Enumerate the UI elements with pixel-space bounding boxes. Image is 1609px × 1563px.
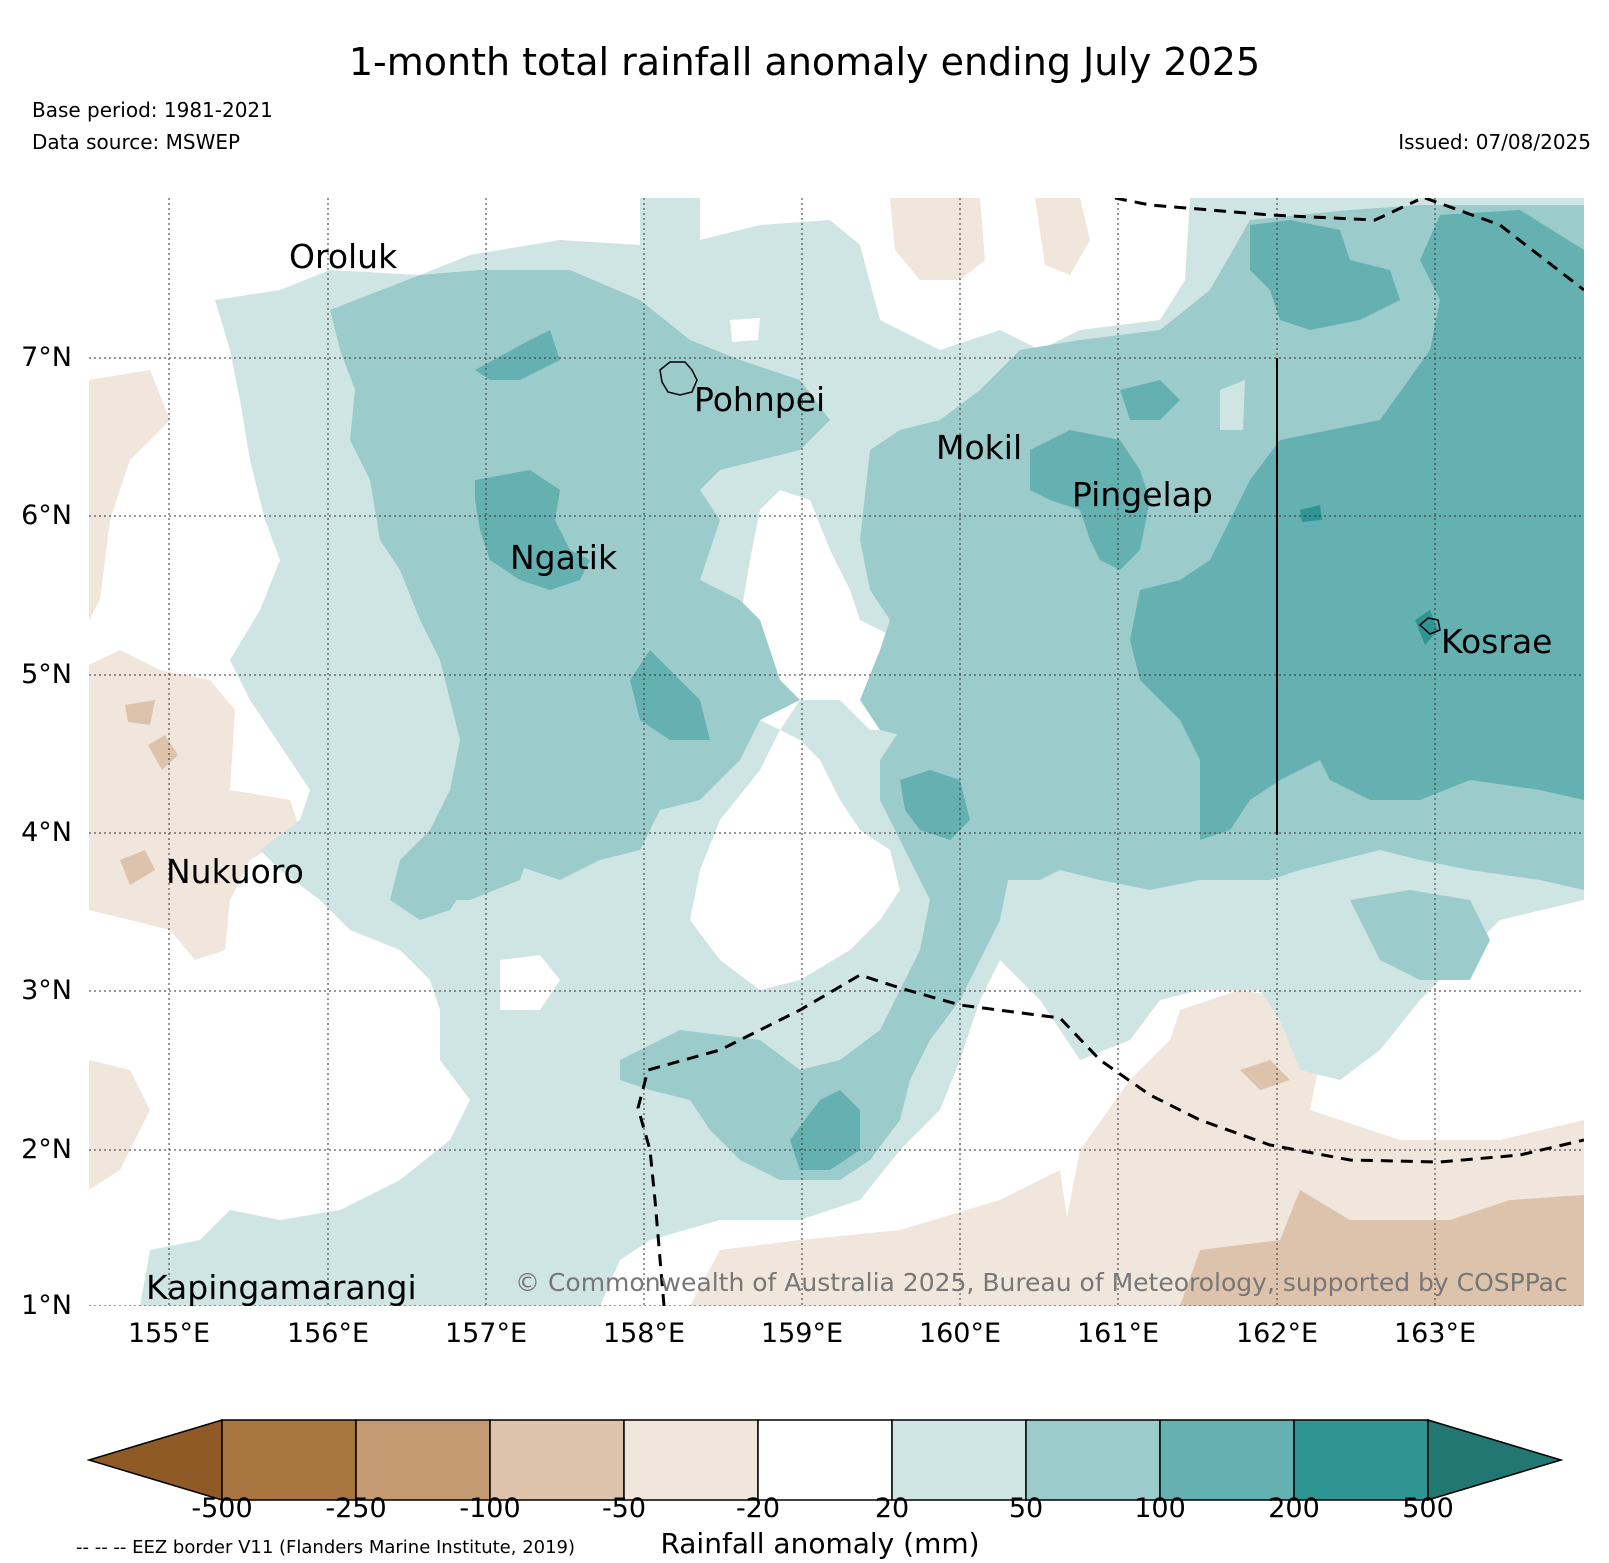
anomaly-tan-north-2	[1035, 198, 1090, 275]
colorbar-label: Rainfall anomaly (mm)	[660, 1527, 980, 1560]
colorbar-bin-2	[355, 1419, 491, 1501]
place-kosrae: Kosrae	[1441, 622, 1553, 661]
anomaly-teal-dark-mokil-e	[1120, 380, 1180, 420]
place-pohnpei: Pohnpei	[694, 380, 826, 419]
lon-label: 163°E	[1393, 1318, 1477, 1349]
colorbar-bin-5	[757, 1419, 893, 1501]
lon-label: 160°E	[918, 1318, 1002, 1349]
colorbar	[86, 1418, 1564, 1502]
lat-label: 5°N	[21, 659, 72, 690]
anomaly-teal-mid-west	[330, 270, 830, 920]
lon-label: 162°E	[1235, 1318, 1319, 1349]
anomaly-tan-north	[890, 198, 985, 280]
lat-label: 2°N	[21, 1134, 72, 1165]
colorbar-bin-8	[1159, 1419, 1295, 1501]
colorbar-bin-3	[489, 1419, 625, 1501]
base-period: Base period: 1981-2021	[32, 98, 273, 122]
anomaly-teal-dark-pingelap	[1030, 430, 1150, 570]
colorbar-extend-high	[1427, 1418, 1564, 1502]
anomaly-tan-mid-nukuoro	[120, 850, 155, 885]
rainfall-anomaly-field	[89, 198, 1584, 1306]
place-ngatik: Ngatik	[510, 538, 618, 577]
issued-date: Issued: 07/08/2025	[1398, 130, 1591, 154]
anomaly-tan-west	[89, 370, 170, 620]
eez-border	[636, 198, 1584, 1306]
anomaly-white-nw	[730, 318, 760, 342]
colorbar-tick: 50	[1008, 1493, 1044, 1524]
anomaly-teal-mid-south	[620, 730, 1010, 1180]
place-kapingamarangi: Kapingamarangi	[146, 1268, 417, 1307]
lat-label: 6°N	[21, 500, 72, 531]
kosrae-island	[1418, 617, 1441, 635]
lon-label: 155°E	[127, 1318, 211, 1349]
colorbar-bin-7	[1025, 1419, 1161, 1501]
anomaly-teal-dark-s	[790, 1090, 860, 1170]
lon-label: 159°E	[760, 1318, 844, 1349]
colorbar-bin-1	[221, 1419, 357, 1501]
colorbar-tick: -250	[325, 1493, 387, 1524]
lon-label: 156°E	[286, 1318, 370, 1349]
lat-label: 4°N	[21, 817, 72, 848]
anomaly-teal-dark-nw	[475, 330, 560, 380]
lon-label: 158°E	[602, 1318, 686, 1349]
colorbar-tick: 20	[874, 1493, 910, 1524]
lat-label: 3°N	[21, 975, 72, 1006]
colorbar-bin-4	[623, 1419, 759, 1501]
anomaly-tan-mid-w	[125, 700, 155, 725]
anomaly-teal-dark-center	[630, 650, 710, 740]
anomaly-white-hole-east	[1220, 380, 1245, 430]
graticule	[89, 198, 1584, 1306]
anomaly-teal-dark-ngatik	[475, 470, 590, 590]
anomaly-white-center	[690, 490, 1050, 990]
colorbar-tick: 500	[1402, 1493, 1454, 1524]
place-mokil: Mokil	[936, 428, 1023, 467]
anomaly-tan-sw	[89, 1060, 150, 1190]
anomaly-teal-mid-s2	[1350, 890, 1490, 980]
anomaly-teal-deep-east	[1300, 505, 1322, 522]
copyright-note: © Commonwealth of Australia 2025, Bureau…	[515, 1268, 1568, 1297]
lat-label: 7°N	[21, 342, 72, 373]
colorbar-tick: -100	[459, 1493, 521, 1524]
page-title: 1-month total rainfall anomaly ending Ju…	[348, 40, 1261, 84]
anomaly-tan-nukuoro	[89, 650, 300, 960]
eez-border-note: -- -- -- EEZ border V11 (Flanders Marine…	[76, 1537, 576, 1558]
anomaly-tan-mid-small	[1240, 1060, 1290, 1090]
colorbar-tick: -20	[735, 1493, 781, 1524]
anomaly-teal-dark-east	[1130, 210, 1584, 840]
colorbar-tick: 200	[1268, 1493, 1320, 1524]
colorbar-bin-6	[891, 1419, 1027, 1501]
data-source: Data source: MSWEP	[32, 130, 241, 154]
place-nukuoro: Nukuoro	[166, 852, 304, 891]
anomaly-tan-mid-w2	[148, 735, 178, 770]
colorbar-extend-low	[86, 1418, 223, 1502]
colorbar-tick: -500	[191, 1493, 253, 1524]
lon-label: 161°E	[1076, 1318, 1160, 1349]
colorbar-tick: 100	[1134, 1493, 1186, 1524]
anomaly-white-sw	[500, 955, 560, 1010]
colorbar-bin-9	[1293, 1419, 1429, 1501]
place-oroluk: Oroluk	[289, 237, 398, 276]
anomaly-teal-dark-s2	[900, 770, 970, 840]
anomaly-teal-dark-ne	[1250, 220, 1400, 330]
lon-label: 157°E	[444, 1318, 528, 1349]
place-pingelap: Pingelap	[1072, 475, 1213, 514]
anomaly-teal-mid-sw	[440, 840, 530, 900]
anomaly-tan-mid-south	[1180, 1190, 1584, 1306]
pohnpei-island	[659, 361, 698, 396]
anomaly-tan-south-2	[690, 1170, 1080, 1306]
lat-label: 1°N	[21, 1290, 72, 1321]
colorbar-tick: -50	[601, 1493, 647, 1524]
